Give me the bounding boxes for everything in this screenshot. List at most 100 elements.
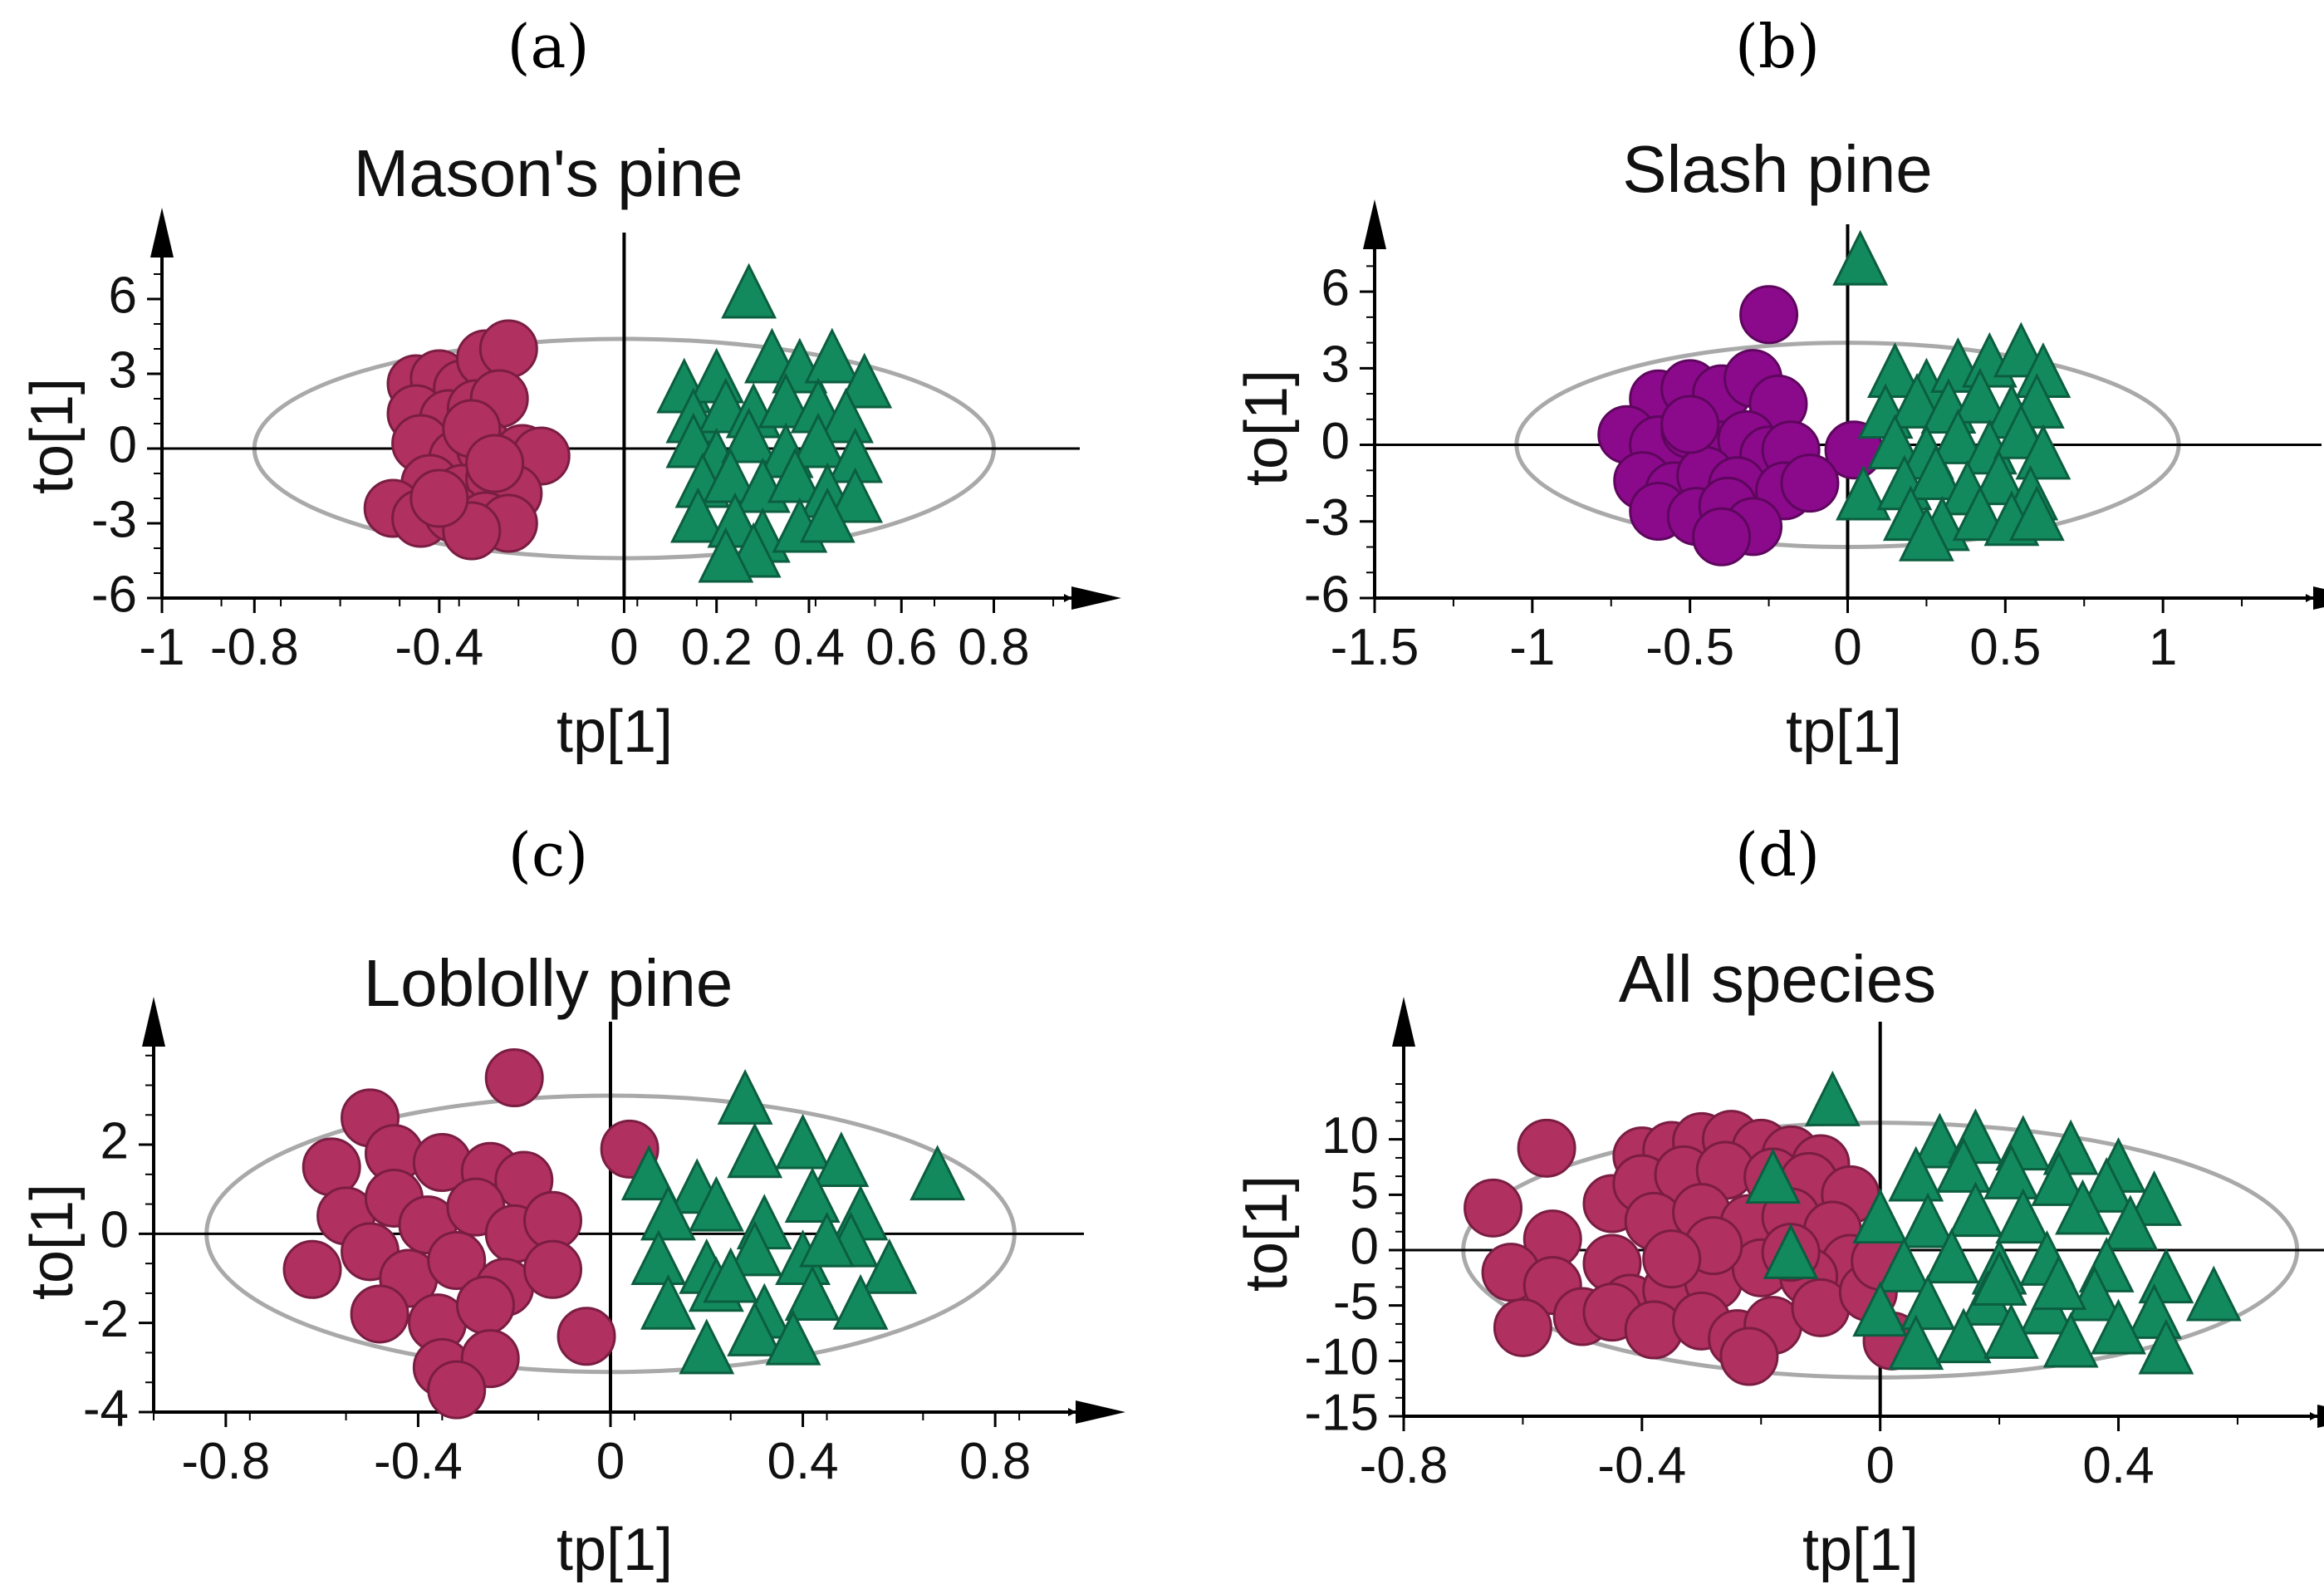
data-point-triangle	[727, 1301, 783, 1356]
data-point-circle	[523, 1239, 583, 1299]
data-point-triangle	[2126, 1170, 2182, 1226]
data-point-triangle	[1947, 1181, 2003, 1238]
data-point-triangle	[1875, 1236, 1932, 1292]
data-point-triangle	[670, 487, 726, 543]
data-point-triangle	[818, 387, 874, 444]
x-tick-label: -0.5	[1645, 619, 1734, 676]
x-tick-label: -1.5	[1331, 619, 1419, 676]
y-axis-arrow	[1392, 997, 1415, 1047]
data-point-triangle	[689, 347, 745, 404]
data-point-triangle	[640, 1273, 696, 1330]
y-tick-label: -10	[1304, 1329, 1379, 1386]
x-axis-arrow	[1076, 1400, 1125, 1424]
data-point-triangle	[804, 327, 860, 384]
x-tick-label: 0.5	[1969, 619, 2041, 676]
data-point-triangle	[698, 527, 754, 583]
chart-panel-1: (a) Mason's pine -1 -0.8 -0.4 0 0.2 0.4 0.6 0.8 6 3…	[19, 12, 1121, 765]
data-point-circle	[427, 1360, 487, 1420]
x-tick-label: 0.4	[2082, 1437, 2154, 1494]
data-point-triangle	[721, 262, 777, 319]
data-point-triangle	[727, 1122, 783, 1179]
y-tick-label: 3	[1321, 336, 1350, 394]
data-point-circle	[1719, 1327, 1779, 1386]
y-axis-label: to[1]	[1233, 1175, 1300, 1292]
y-tick-label: 0	[1351, 1218, 1379, 1275]
data-point-triangle	[1900, 1192, 1956, 1248]
data-point-triangle	[1867, 414, 1923, 470]
y-tick-label: 0	[109, 416, 137, 473]
y-axis-arrow	[142, 997, 165, 1047]
data-point-triangle	[767, 447, 823, 503]
x-tick-label: 0.2	[681, 619, 753, 676]
data-point-triangle	[1852, 1281, 1909, 1337]
data-point-triangle	[799, 1211, 855, 1268]
x-axis-label: tp[1]	[1786, 699, 1902, 765]
data-point-circle	[1780, 454, 1840, 513]
data-point-circle	[478, 319, 538, 379]
data-point-triangle	[1983, 1143, 2039, 1199]
y-axis-label: to[1]	[19, 1184, 86, 1300]
data-point-triangle	[1935, 1136, 1992, 1193]
data-point-triangle	[1900, 1274, 1956, 1331]
data-point-triangle	[861, 1238, 918, 1294]
y-tick-label: 6	[109, 267, 137, 324]
y-tick-label: 5	[1351, 1163, 1379, 1220]
data-point-triangle	[827, 467, 884, 523]
x-tick-label: -0.4	[374, 1433, 463, 1490]
panel-label: (c)	[508, 820, 589, 890]
data-point-triangle	[1924, 1228, 1980, 1284]
data-point-triangle	[765, 1309, 821, 1366]
x-tick-label: -0.4	[1597, 1437, 1686, 1494]
data-point-triangle	[1898, 505, 1954, 562]
y-axis-label: to[1]	[19, 378, 86, 494]
series-group-1	[1597, 285, 1884, 566]
data-point-triangle	[620, 1145, 677, 1201]
data-point-triangle	[2102, 1194, 2159, 1251]
y-tick-label: 0	[1321, 413, 1350, 470]
data-point-triangle	[1935, 1307, 1992, 1364]
y-tick-label: -4	[83, 1380, 129, 1437]
x-axis-label: tp[1]	[556, 699, 673, 765]
data-point-triangle	[1867, 342, 1923, 398]
x-tick-label: 0.8	[959, 1433, 1031, 1490]
y-tick-label: -15	[1304, 1384, 1379, 1441]
data-point-triangle	[1908, 444, 1964, 500]
data-point-circle	[1660, 395, 1720, 454]
panel-label: (d)	[1735, 820, 1820, 890]
data-point-triangle	[721, 407, 777, 463]
data-point-triangle	[1929, 409, 1986, 464]
data-point-triangle	[2138, 1248, 2194, 1304]
data-point-triangle	[1836, 464, 1891, 521]
data-point-triangle	[688, 1175, 744, 1232]
y-axis-arrow	[150, 208, 174, 257]
data-point-triangle	[784, 1265, 841, 1321]
panel-label: (b)	[1735, 12, 1820, 81]
data-point-circle	[484, 1048, 544, 1108]
x-tick-label: 0.4	[767, 1433, 838, 1490]
chart-panel-3: (c) Loblolly pine -0.8 -0.4 0 0.4 0.8 2 0 -2 -4 tp[…	[19, 820, 1125, 1583]
x-tick-label: 0.4	[773, 619, 845, 676]
data-point-circle	[455, 1275, 515, 1335]
x-tick-label: 0.8	[958, 619, 1029, 676]
x-tick-label: -0.8	[1360, 1437, 1449, 1494]
y-tick-label: -3	[1304, 489, 1350, 547]
y-tick-label: 6	[1321, 259, 1350, 316]
x-tick-label: -0.8	[181, 1433, 270, 1490]
series-group-1	[282, 1048, 659, 1420]
data-point-triangle	[1763, 1223, 1819, 1279]
y-tick-label: -6	[91, 566, 137, 623]
data-point-circle	[427, 1231, 487, 1291]
data-point-triangle	[790, 412, 846, 468]
data-point-triangle	[640, 1184, 696, 1241]
x-axis-label: tp[1]	[556, 1517, 673, 1583]
y-tick-label: -3	[91, 491, 137, 548]
data-point-circle	[1493, 1297, 1552, 1357]
data-point-circle	[1739, 285, 1799, 345]
data-point-triangle	[2078, 1156, 2135, 1213]
x-tick-label: 1	[2149, 619, 2177, 676]
chart-panel-4: (d)All species-0.8 -0.4 0 0.41050-5-10-15tp…	[1233, 820, 2324, 1583]
chart-title: All species	[1619, 942, 1936, 1016]
data-point-triangle	[1745, 1148, 1802, 1204]
data-point-triangle	[836, 352, 893, 409]
